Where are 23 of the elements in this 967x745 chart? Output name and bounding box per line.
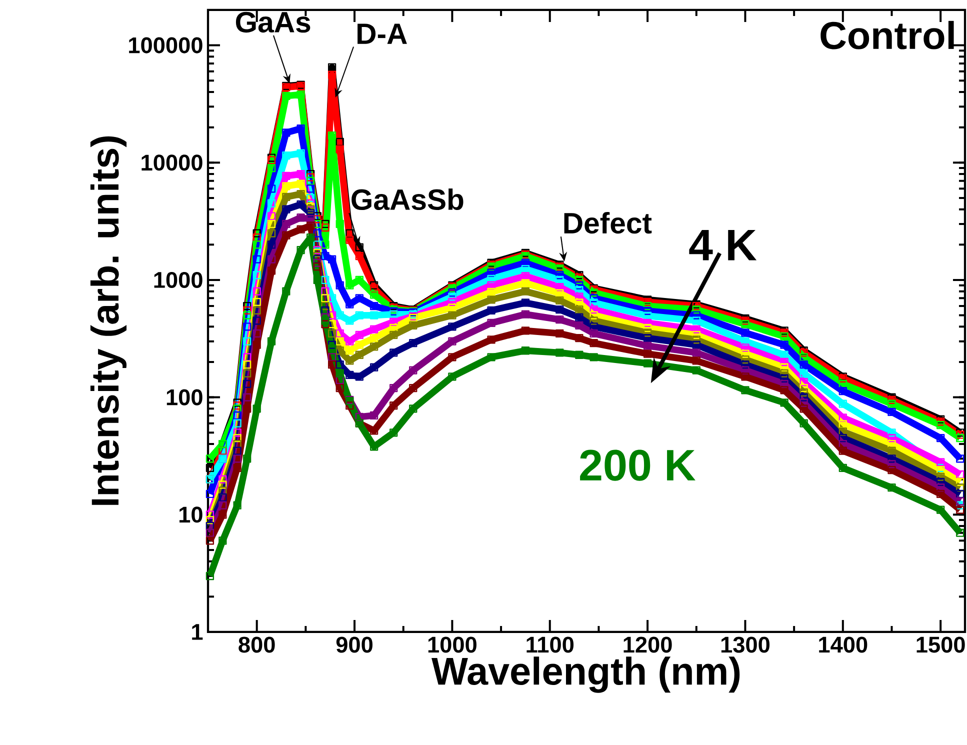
x-tick-label: 1400 <box>819 636 868 653</box>
x-tick-label: 1000 <box>428 636 476 653</box>
x-tick-label: 1300 <box>721 636 770 653</box>
annotation: D-A <box>358 24 407 44</box>
y-tick-label: 100000 <box>129 37 202 54</box>
x-tick-label: 1100 <box>526 636 574 653</box>
y-tick-label: 100 <box>166 389 202 406</box>
y-axis-title: Intensity (arb. units) <box>90 136 127 505</box>
x-tick-label: 1500 <box>916 636 965 653</box>
x-tick-label: 1200 <box>624 636 672 653</box>
x-axis-title: Wavelength (nm) <box>432 656 740 693</box>
chart-title: Control <box>820 20 954 50</box>
y-tick-label: 1000 <box>154 272 202 288</box>
y-tick-label: 1 <box>192 624 203 640</box>
y-tick-label: 10000 <box>142 154 202 171</box>
series-label: 4 K <box>689 230 757 260</box>
annotation: Defect <box>564 212 652 234</box>
x-tick-label: 900 <box>336 636 372 653</box>
y-tick-label: 10 <box>180 506 202 523</box>
series-label: 200 K <box>580 450 696 481</box>
annotation: GaAs <box>236 12 310 33</box>
annotation: GaAsSb <box>352 188 464 210</box>
x-tick-label: 800 <box>238 636 275 653</box>
